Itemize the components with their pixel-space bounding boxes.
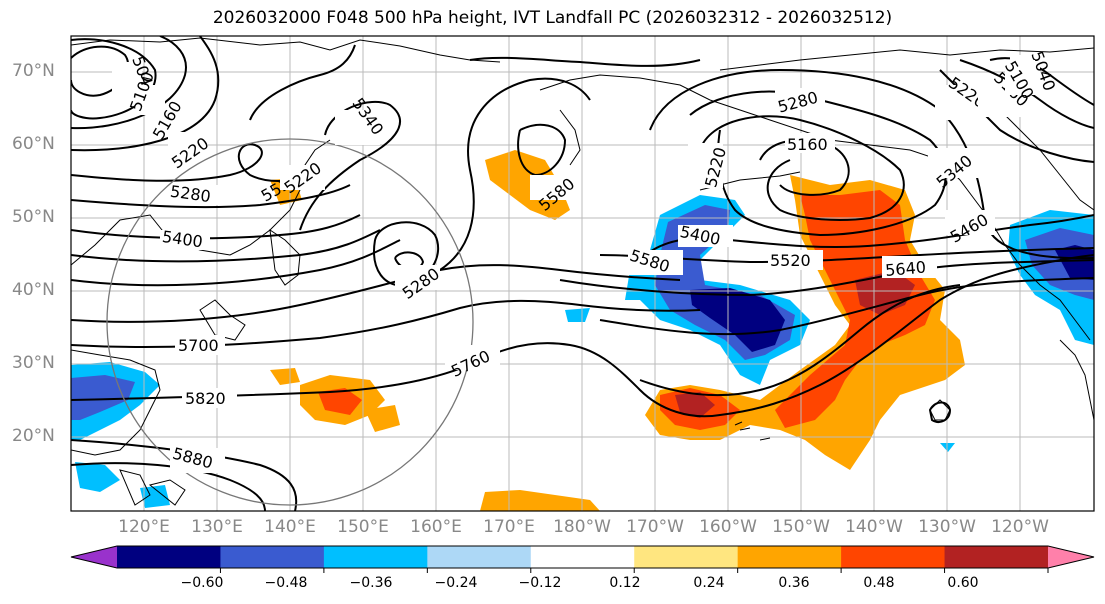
contour-label: 5640: [884, 257, 926, 279]
colorbar-segment: [841, 546, 946, 568]
colorbar-extend-high: [1048, 546, 1094, 568]
contour-labels: 5040 5100 5160 5220 5280 5400 5520 5340 …: [112, 49, 1059, 473]
colorbar-tick-label: 0.48: [863, 575, 895, 591]
longitude-label: 120°E: [118, 517, 170, 537]
longitude-label: 160°W: [699, 517, 757, 537]
longitude-label: 170°W: [626, 517, 684, 537]
colorbar-tick-label: 0.36: [778, 575, 810, 591]
longitude-label: 150°E: [337, 517, 389, 537]
latitude-label: 60°N: [12, 134, 55, 154]
longitude-label: 140°W: [845, 517, 903, 537]
colorbar-tick-label: −0.36: [349, 575, 393, 591]
colorbar-tick-label: −0.12: [518, 575, 562, 591]
longitude-label: 150°W: [772, 517, 830, 537]
map-frame: [70, 35, 1095, 512]
colorbar-segment: [323, 546, 428, 568]
colorbar-tick-label: −0.48: [264, 575, 308, 591]
longitude-label: 160°E: [410, 517, 462, 537]
longitude-label: 130°E: [191, 517, 243, 537]
colorbar-tick-label: 0.24: [693, 575, 725, 591]
latitude-label: 20°N: [12, 426, 55, 446]
colorbar-segment: [220, 546, 325, 568]
contour-label: 5700: [178, 336, 219, 355]
contour-label: 5520: [770, 251, 811, 270]
latitude-label: 30°N: [12, 353, 55, 373]
colorbar-tick-label: −0.24: [434, 575, 478, 591]
colorbar-segment: [944, 546, 1049, 568]
colorbar-segment: [634, 546, 739, 568]
colorbar-segment: [530, 546, 635, 568]
longitude-label: 180°W: [553, 517, 611, 537]
colorbar-segment: [737, 546, 842, 568]
landfall-region-circle: [106, 138, 474, 506]
colorbar-segment: [117, 546, 221, 568]
contour-label: 5820: [185, 389, 226, 408]
colorbar-segment: [427, 546, 532, 568]
contour-label: 5160: [787, 135, 828, 154]
longitude-label: 170°E: [483, 517, 535, 537]
colorbar-tick-label: 0.12: [609, 575, 641, 591]
colorbar-tick-label: −0.60: [180, 575, 224, 591]
longitude-label: 130°W: [918, 517, 976, 537]
latitude-label: 50°N: [12, 207, 55, 227]
colorbar-extend-low: [71, 546, 117, 568]
latitude-label: 40°N: [12, 280, 55, 300]
map-title: 2026032000 F048 500 hPa height, IVT Land…: [212, 8, 893, 28]
longitude-label: 140°E: [264, 517, 316, 537]
colorbar-tick-label: 0.60: [947, 575, 979, 591]
colorbar: [70, 545, 1095, 573]
longitude-label: 120°W: [991, 517, 1049, 537]
latitude-label: 70°N: [12, 61, 55, 81]
